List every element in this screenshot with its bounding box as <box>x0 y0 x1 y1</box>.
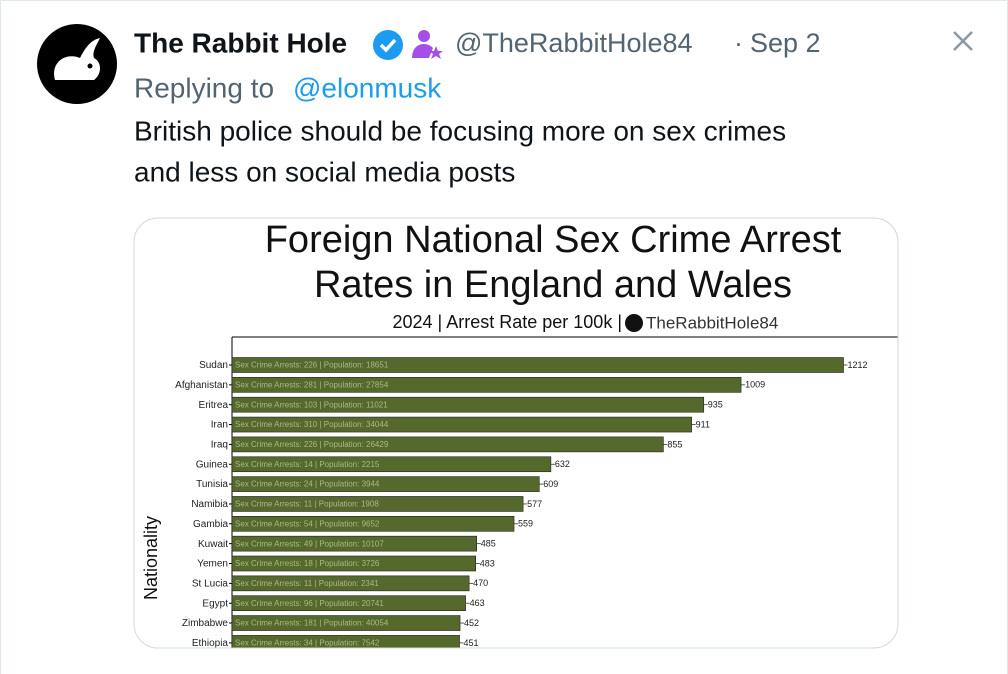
value-label: 463 <box>470 598 485 608</box>
bar-label: Sex Crime Arrests: 11 | Population: 2341 <box>235 579 379 588</box>
y-tick-label: Egypt <box>202 598 228 609</box>
verified-badge <box>373 30 403 60</box>
value-label: 577 <box>527 499 542 509</box>
bar-label: Sex Crime Arrests: 14 | Population: 2215 <box>235 460 380 469</box>
y-tick-label: Zimbabwe <box>182 618 229 629</box>
y-tick-label: Gambia <box>193 519 228 530</box>
y-tick-label: St Lucia <box>192 578 229 589</box>
date[interactable]: Sep 2 <box>750 28 821 58</box>
bar-label: Sex Crime Arrests: 34 | Population: 7542 <box>235 639 380 648</box>
value-label: 559 <box>518 519 533 529</box>
handle[interactable]: @TheRabbitHole84 <box>455 28 693 58</box>
bar <box>231 535 478 552</box>
chart-image[interactable]: Foreign National Sex Crime Arrest Rates … <box>134 218 898 650</box>
bar-label: Sex Crime Arrests: 181 | Population: 400… <box>235 619 389 628</box>
affiliate-icon <box>412 30 443 59</box>
value-label: 855 <box>667 439 682 449</box>
bar-label: Sex Crime Arrests: 281 | Population: 278… <box>235 380 389 389</box>
replying-prefix: Replying to <box>134 72 274 103</box>
y-tick-label: Guinea <box>196 459 229 470</box>
y-axis-label: Nationality <box>141 516 161 600</box>
watermark-logo <box>625 314 643 332</box>
value-label: 911 <box>696 419 710 429</box>
y-tick-label: Iraq <box>211 440 228 451</box>
value-label: 1009 <box>745 380 765 390</box>
close-button[interactable] <box>953 31 973 51</box>
y-tick-label: Sudan <box>199 360 228 371</box>
y-tick-label: Namibia <box>191 499 228 510</box>
bar-label: Sex Crime Arrests: 11 | Population: 1908 <box>235 500 379 509</box>
bar-label: Sex Crime Arrests: 103 | Population: 110… <box>235 400 388 409</box>
y-tick-label: Yemen <box>197 559 228 570</box>
bar-label: Sex Crime Arrests: 226 | Population: 264… <box>235 440 389 449</box>
value-label: 485 <box>481 539 496 549</box>
y-tick-label: Afghanistan <box>175 380 228 391</box>
separator: · <box>734 28 743 58</box>
value-label: 935 <box>708 400 723 410</box>
media-border <box>133 217 899 649</box>
bar <box>231 555 476 572</box>
bar-label: Sex Crime Arrests: 226 | Population: 186… <box>235 361 389 370</box>
value-label: 483 <box>480 558 495 568</box>
value-label: 632 <box>555 459 570 469</box>
bar-label: Sex Crime Arrests: 96 | Population: 2074… <box>235 599 384 608</box>
value-label: 1212 <box>848 360 868 370</box>
y-tick-label: Kuwait <box>198 539 228 550</box>
bar-label: Sex Crime Arrests: 54 | Population: 9652 <box>235 519 380 528</box>
y-tick-label: Ethiopia <box>192 638 229 649</box>
y-tick-label: Iran <box>211 420 228 431</box>
y-tick-label: Eritrea <box>199 400 229 411</box>
value-label: 452 <box>464 618 479 628</box>
chart-title: Foreign National Sex Crime Arrest <box>265 219 842 261</box>
value-label: 451 <box>464 638 479 648</box>
y-tick-label: Tunisia <box>196 479 228 490</box>
tweet-text: British police should be focusing more o… <box>134 115 786 146</box>
bar-label: Sex Crime Arrests: 310 | Population: 340… <box>235 420 389 429</box>
display-name[interactable]: The Rabbit Hole <box>134 27 347 58</box>
bar-label: Sex Crime Arrests: 18 | Population: 3726 <box>235 559 380 568</box>
tweet-text: and less on social media posts <box>134 156 515 187</box>
value-label: 609 <box>543 479 558 489</box>
avatar[interactable] <box>37 24 117 104</box>
chart-title: Rates in England and Wales <box>314 264 792 306</box>
bar-label: Sex Crime Arrests: 49 | Population: 1010… <box>235 539 384 548</box>
chart-subtitle: 2024 | Arrest Rate per 100k | <box>393 312 622 332</box>
bar <box>231 416 692 433</box>
bar-label: Sex Crime Arrests: 24 | Population: 3944 <box>235 480 380 489</box>
replying-to[interactable]: @elonmusk <box>293 72 442 103</box>
value-label: 470 <box>473 578 488 588</box>
watermark: TheRabbitHole84 <box>646 313 778 332</box>
